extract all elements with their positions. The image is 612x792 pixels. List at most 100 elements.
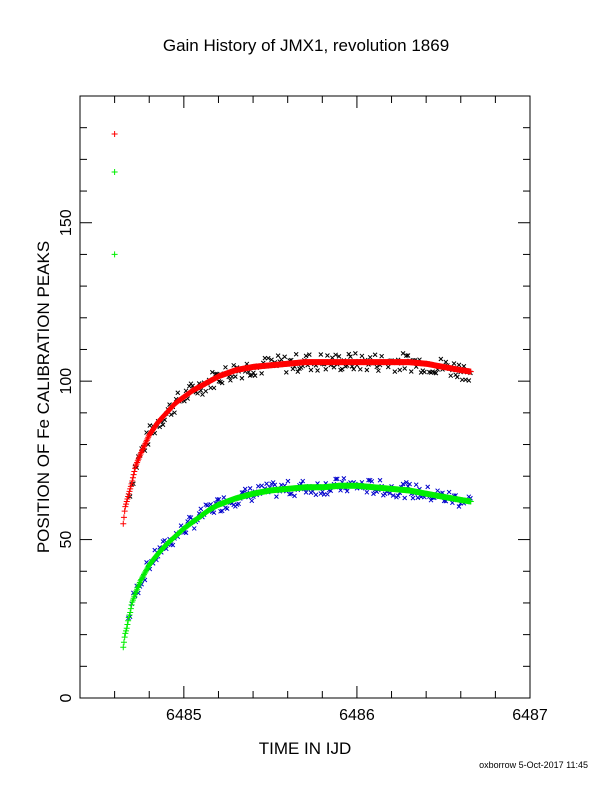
lower-raw-point <box>272 482 278 488</box>
lower-raw-point <box>371 491 376 497</box>
upper-raw-point <box>175 390 181 396</box>
upper-raw-point <box>402 366 408 371</box>
lower-raw-point <box>341 475 347 481</box>
lower-fit-point <box>142 568 149 575</box>
lower-raw-point <box>320 489 325 495</box>
lower-fit-point <box>143 566 150 573</box>
upper-raw-point <box>203 388 209 394</box>
lower-raw-point <box>377 477 383 483</box>
upper-raw-point <box>306 352 312 358</box>
footer-stamp: oxborrow 5-Oct-2017 11:45 <box>479 760 588 770</box>
y-tick-label: 0 <box>58 693 75 702</box>
lower-fit-point <box>137 577 144 584</box>
lower-raw-point <box>214 497 220 502</box>
lower-fit-point <box>139 573 146 580</box>
upper-raw-point <box>346 351 352 357</box>
lower-raw-point <box>170 542 176 548</box>
lower-raw-point <box>270 480 276 485</box>
upper-fit-point <box>120 520 127 527</box>
upper-raw-point <box>359 353 365 359</box>
upper-raw-point <box>172 410 177 416</box>
lower-raw-point <box>334 476 340 482</box>
lower-raw-point <box>344 488 350 494</box>
lower-outlier-point <box>111 251 118 258</box>
lower-fit-point <box>141 571 148 578</box>
upper-raw-point <box>325 353 330 358</box>
lower-raw-point <box>313 492 319 498</box>
lower-raw-point <box>369 478 375 484</box>
lower-raw-point <box>247 486 253 491</box>
tick-labels: 6485 6486 6487 0 50 100 150 <box>58 209 548 724</box>
lower-raw-point <box>413 482 419 488</box>
upper-fit-point <box>124 496 131 503</box>
y-tick-label: 50 <box>58 531 75 549</box>
upper-raw-point <box>351 366 357 372</box>
lower-fit-point <box>140 572 147 579</box>
upper-fit-point <box>123 498 130 505</box>
upper-raw-point <box>364 367 370 373</box>
lower-raw-point <box>198 506 204 512</box>
upper-raw-point <box>348 354 353 359</box>
lower-raw-point <box>407 481 412 487</box>
series-layer <box>111 131 474 651</box>
upper-raw-point <box>422 369 427 375</box>
lower-fit-point <box>144 565 151 572</box>
lower-raw-point <box>274 494 279 499</box>
upper-fit-point <box>123 501 130 508</box>
lower-raw-points <box>126 475 473 621</box>
upper-raw-point <box>209 369 215 375</box>
lower-fit-point <box>141 570 148 577</box>
lower-raw-point <box>264 481 269 487</box>
upper-raw-point <box>228 377 233 383</box>
lower-raw-point <box>300 478 306 484</box>
lower-raw-point <box>428 497 434 503</box>
lower-raw-point <box>387 490 393 496</box>
lower-fit-point <box>128 601 135 608</box>
lower-fit-point <box>138 576 145 583</box>
upper-raw-point <box>408 369 414 374</box>
upper-raw-point <box>315 368 320 373</box>
upper-raw-points <box>126 351 473 499</box>
lower-fit-point <box>121 634 128 641</box>
lower-raw-point <box>390 493 396 498</box>
upper-fit-point <box>120 514 127 521</box>
upper-fit-point <box>122 503 129 510</box>
lower-fit-point <box>467 498 474 505</box>
lower-raw-point <box>249 498 255 504</box>
upper-fit-point <box>129 477 136 484</box>
upper-raw-point <box>438 356 444 362</box>
lower-raw-point <box>236 501 241 507</box>
lower-raw-point <box>303 490 309 495</box>
upper-raw-point <box>443 359 449 365</box>
lower-raw-point <box>403 480 409 485</box>
lower-raw-point <box>224 506 230 512</box>
lower-raw-point <box>183 530 189 536</box>
upper-raw-point <box>400 351 406 356</box>
lower-raw-point <box>216 496 222 502</box>
lower-raw-point <box>325 491 330 497</box>
upper-raw-point <box>367 354 373 360</box>
upper-fit-point <box>130 471 137 478</box>
upper-raw-point <box>283 370 289 375</box>
lower-raw-point <box>366 477 371 483</box>
lower-fit-point <box>127 609 134 616</box>
lower-fit-point <box>120 644 127 651</box>
upper-raw-point <box>308 367 314 373</box>
upper-fit-point <box>126 488 133 495</box>
upper-raw-point <box>211 385 217 391</box>
lower-raw-point <box>333 476 338 482</box>
upper-raw-point <box>379 353 385 359</box>
upper-raw-point <box>160 422 166 428</box>
upper-fit-point <box>121 508 128 515</box>
lower-raw-point <box>364 489 370 495</box>
upper-raw-point <box>403 353 409 359</box>
lower-raw-point <box>395 493 401 499</box>
upper-raw-point <box>252 373 258 379</box>
lower-fit-point <box>127 605 134 612</box>
lower-outlier-point <box>111 169 118 176</box>
y-tick-label: 100 <box>58 368 75 395</box>
y-tick-label: 150 <box>58 209 75 236</box>
lower-fit-point <box>123 625 130 632</box>
upper-fit-point <box>467 368 474 375</box>
